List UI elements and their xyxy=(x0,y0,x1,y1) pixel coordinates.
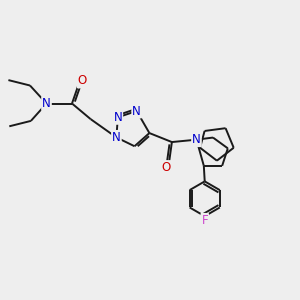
Text: O: O xyxy=(78,74,87,88)
Text: N: N xyxy=(112,131,121,144)
Text: N: N xyxy=(132,104,141,118)
Text: O: O xyxy=(162,161,171,174)
Text: N: N xyxy=(113,111,122,124)
Text: F: F xyxy=(201,214,208,227)
Text: N: N xyxy=(42,97,51,110)
Text: N: N xyxy=(192,133,201,146)
